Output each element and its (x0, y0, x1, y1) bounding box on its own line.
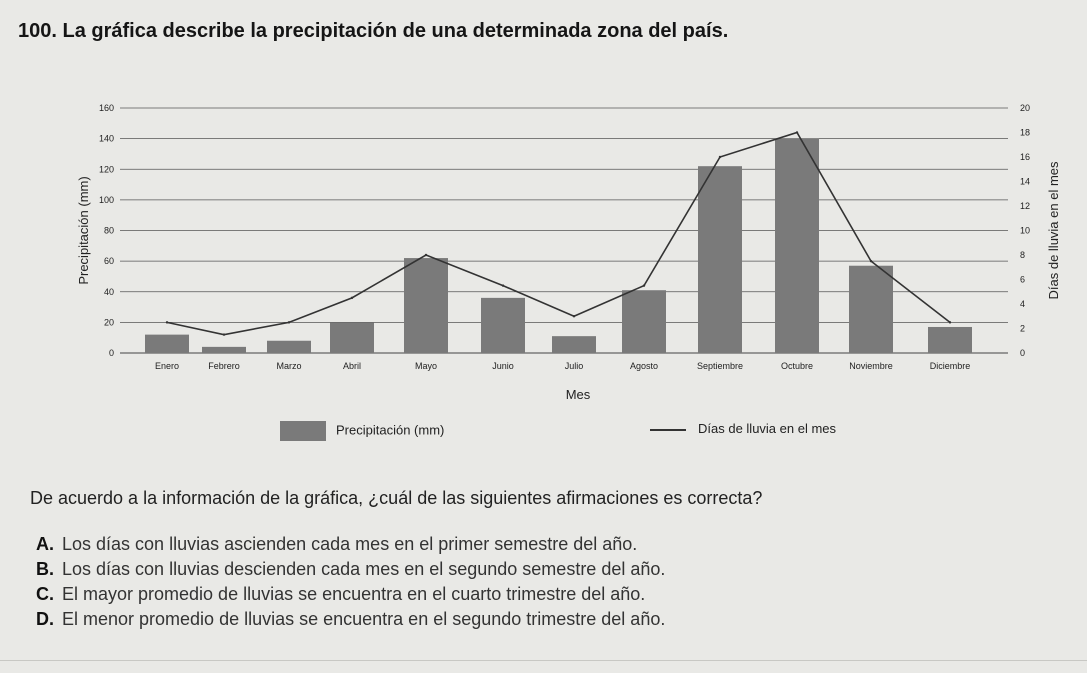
x-axis-title: Mes (566, 387, 591, 402)
rain-days-point-marzo (287, 321, 291, 324)
legend-line-swatch (650, 428, 686, 431)
x-tick-label: Enero (155, 361, 179, 371)
x-tick-label: Marzo (276, 361, 301, 371)
y2-tick-label: 6 (1020, 275, 1025, 285)
bar-julio (552, 336, 596, 353)
option-d[interactable]: D. El menor promedio de lluvias se encuen… (36, 609, 666, 629)
bottom-divider (0, 660, 1087, 661)
x-tick-label: Abril (343, 361, 361, 371)
y2-tick-label: 18 (1020, 128, 1030, 138)
rain-days-point-septiembre (718, 155, 722, 159)
answer-options: A. Los días con lluvias ascienden cada me… (36, 532, 665, 632)
y2-tick-label: 12 (1020, 201, 1030, 211)
y-tick-label: 40 (104, 287, 114, 297)
rain-days-point-diciembre (948, 321, 952, 324)
bar-diciembre (928, 326, 972, 353)
rain-days-point-noviembre (869, 259, 873, 263)
legend-precipitation-label: Precipitación (mm) (336, 422, 445, 438)
bar-marzo (267, 340, 311, 353)
rain-days-point-octubre (795, 131, 799, 134)
y2-tick-label: 8 (1020, 250, 1025, 260)
bar-octubre (775, 138, 819, 353)
option-c[interactable]: C. El mayor promedio de lluvias se encuen… (36, 584, 646, 604)
precipitation-chart: 0 20 40 60 80 100 120 140 160 0 2 4 6 8 10 12 14 16 18 20 En… (76, 103, 1061, 402)
bar-noviembre (849, 265, 893, 353)
rain-days-point-mayo (424, 253, 428, 257)
bar-junio (481, 297, 525, 353)
bar-agosto (622, 290, 666, 353)
option-a[interactable]: A. Los días con lluvias ascienden cada me… (36, 534, 638, 554)
y-tick-label: 120 (99, 164, 114, 174)
y-tick-label: 80 (104, 226, 114, 236)
rain-days-point-agosto (642, 284, 646, 287)
bar-abril (330, 322, 374, 353)
x-tick-label: Junio (492, 361, 514, 371)
y2-axis-title: Días de lluvia en el mes (1046, 161, 1061, 300)
bar-febrero (202, 346, 246, 353)
option-b[interactable]: B. Los días con lluvias descienden cada m… (36, 559, 666, 579)
y-tick-label: 140 (99, 134, 114, 144)
y-axis-title: Precipitación (mm) (76, 176, 91, 284)
bar-septiembre (698, 166, 742, 353)
y2-tick-label: 0 (1020, 348, 1025, 358)
x-tick-label: Diciembre (930, 361, 971, 371)
y2-tick-label: 2 (1020, 324, 1025, 334)
x-tick-label: Agosto (630, 361, 658, 371)
x-tick-label: Noviembre (849, 361, 893, 371)
rain-days-point-febrero (222, 333, 226, 336)
y-tick-label: 60 (104, 256, 114, 266)
y2-tick-label: 4 (1020, 299, 1025, 309)
x-tick-label: Julio (565, 361, 584, 371)
rain-days-point-junio (501, 284, 505, 287)
legend-rain-days: Días de lluvia en el mes (650, 421, 836, 436)
x-tick-label: Septiembre (697, 361, 743, 371)
x-tick-label: Octubre (781, 361, 813, 371)
rain-days-line (166, 131, 951, 336)
x-tick-label: Febrero (208, 361, 240, 371)
y-tick-label: 0 (109, 348, 114, 358)
bar-enero (145, 334, 189, 353)
y2-tick-label: 14 (1020, 177, 1030, 187)
y-tick-label: 20 (104, 317, 114, 327)
legend-rain-days-label: Días de lluvia en el mes (698, 421, 837, 436)
y2-tick-label: 20 (1020, 103, 1030, 113)
rain-days-point-enero (165, 321, 169, 324)
y2-tick-label: 10 (1020, 226, 1030, 236)
rain-days-point-abril (350, 296, 354, 300)
x-tick-label: Mayo (415, 361, 437, 371)
y-tick-label: 160 (99, 103, 114, 113)
rain-days-point-julio (572, 315, 576, 318)
question-prompt: De acuerdo a la información de la gráfic… (30, 488, 763, 508)
legend-precipitation: Precipitación (mm) (280, 421, 444, 441)
legend-bar-swatch (280, 421, 326, 441)
bar-mayo (404, 258, 448, 353)
y-tick-label: 100 (99, 195, 114, 205)
question-title: 100. La gráfica describe la precipitació… (18, 20, 729, 42)
y2-tick-label: 16 (1020, 152, 1030, 162)
